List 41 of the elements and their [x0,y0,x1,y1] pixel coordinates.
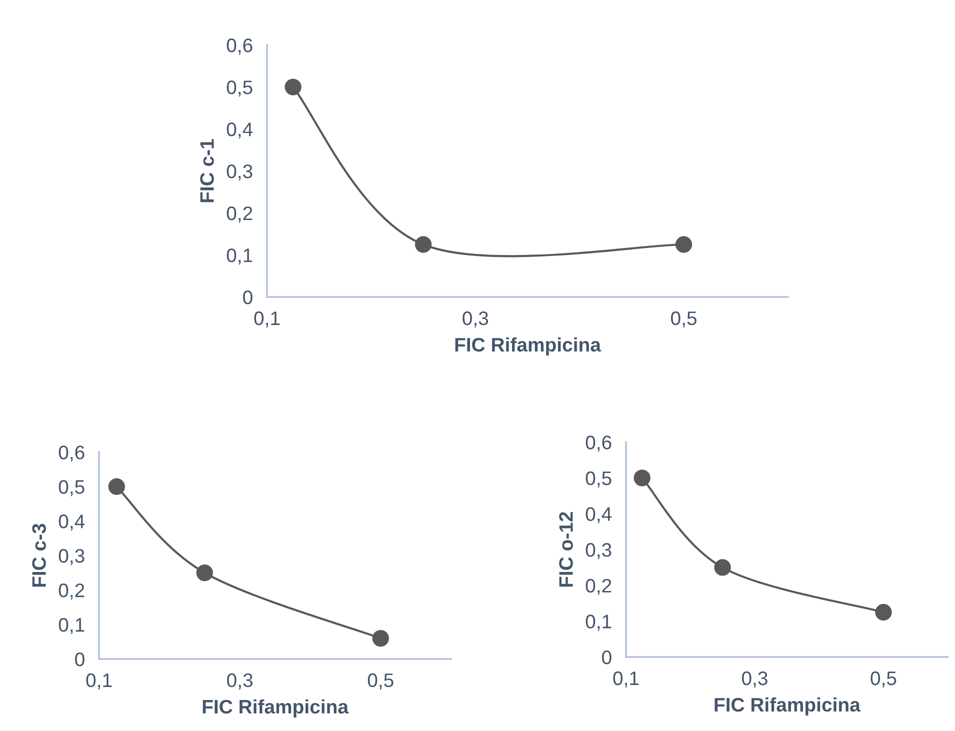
y-tick-label: 0,5 [58,480,84,496]
x-tick-label: 0,3 [462,311,488,328]
x-axis-title: FIC Rifampicina [202,699,349,718]
point [196,564,213,582]
x-tick-label: 0,5 [368,673,394,690]
x-tick-label: 0,5 [671,311,696,328]
y-tick-label: 0,3 [586,543,612,560]
x-tick-label: 0,1 [86,673,112,690]
point [714,559,731,576]
y-tick-label: 0,6 [226,38,252,55]
x-axis-title: FIC Rifampicina [714,697,861,716]
x-tick-label: 0,1 [254,311,280,328]
x-tick-label: 0,5 [870,671,896,688]
y-tick-label: 0,3 [226,164,252,181]
y-tick-label: 0,4 [226,122,253,139]
x-tick-label: 0,1 [613,671,639,688]
y-tick-label: 0,2 [586,578,612,595]
y-tick-label: 0,1 [58,618,84,634]
y-tick-label: 0,4 [586,507,612,524]
point [875,604,892,621]
y-tick-label: 0,1 [226,248,252,265]
y-tick-label: 0,3 [58,549,84,566]
y-tick-label: 0,6 [586,436,612,452]
y-tick-label: 0 [243,290,252,304]
y-tick-label: 0,2 [226,206,252,223]
y-tick-label: 0 [75,652,84,666]
x-tick-label: 0,3 [742,671,768,688]
y-tick-label: 0,1 [586,614,612,631]
point [108,478,125,495]
x-axis-title: FIC Rifampicina [455,337,602,356]
y-tick-label: 0,6 [58,446,84,462]
y-tick-label: 0 [602,650,612,664]
y-tick-label: 0,2 [58,584,84,600]
y-axis-title: FIC o-12 [559,512,573,587]
point [634,470,650,486]
y-tick-label: 0,5 [586,471,612,488]
y-axis-title: FIC c-3 [32,524,46,587]
y-axis-title: FIC c-1 [200,139,214,202]
point [372,630,389,647]
y-tick-label: 0,5 [226,80,252,97]
y-tick-label: 0,4 [58,514,85,531]
